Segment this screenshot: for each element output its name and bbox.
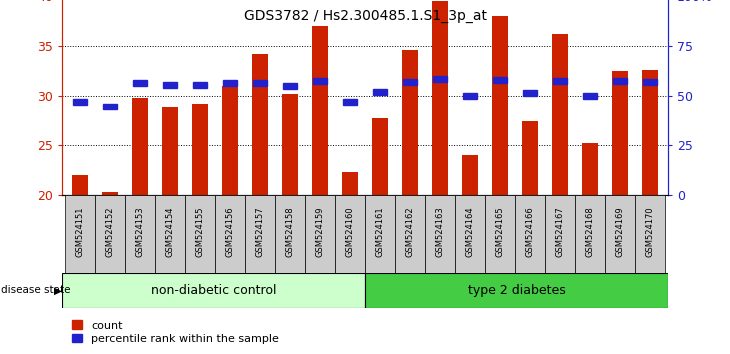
Text: ▶: ▶ bbox=[54, 285, 62, 295]
Bar bbox=[605, 195, 635, 273]
Text: non-diabetic control: non-diabetic control bbox=[151, 284, 276, 297]
Bar bbox=[125, 195, 155, 273]
Bar bbox=[343, 99, 356, 104]
Bar bbox=[522, 121, 538, 195]
Text: GSM524163: GSM524163 bbox=[436, 206, 445, 257]
Bar bbox=[185, 195, 215, 273]
Text: GSM524170: GSM524170 bbox=[645, 206, 655, 257]
Bar bbox=[162, 108, 178, 195]
Bar bbox=[134, 80, 147, 86]
Bar bbox=[253, 80, 266, 86]
Bar bbox=[65, 195, 95, 273]
Text: GSM524155: GSM524155 bbox=[196, 206, 204, 257]
Text: GSM524152: GSM524152 bbox=[106, 206, 115, 257]
Text: GSM524153: GSM524153 bbox=[136, 206, 145, 257]
Text: type 2 diabetes: type 2 diabetes bbox=[468, 284, 565, 297]
Bar bbox=[485, 195, 515, 273]
Text: GSM524151: GSM524151 bbox=[75, 206, 85, 257]
Text: GSM524157: GSM524157 bbox=[255, 206, 264, 257]
Bar bbox=[612, 71, 629, 195]
Bar bbox=[342, 172, 358, 195]
Bar bbox=[275, 195, 305, 273]
Bar bbox=[492, 16, 508, 195]
Text: GSM524166: GSM524166 bbox=[526, 206, 534, 257]
Text: GDS3782 / Hs2.300485.1.S1_3p_at: GDS3782 / Hs2.300485.1.S1_3p_at bbox=[244, 9, 486, 23]
Bar bbox=[582, 143, 598, 195]
Text: GSM524160: GSM524160 bbox=[345, 206, 355, 257]
Bar bbox=[553, 78, 566, 84]
Bar bbox=[193, 82, 207, 88]
Bar bbox=[252, 54, 268, 195]
Bar bbox=[431, 1, 448, 195]
Bar bbox=[245, 195, 275, 273]
Bar bbox=[223, 80, 237, 86]
Bar bbox=[335, 195, 365, 273]
Text: GSM524168: GSM524168 bbox=[585, 206, 594, 257]
Bar bbox=[372, 118, 388, 195]
Bar bbox=[282, 93, 299, 195]
Bar bbox=[395, 195, 425, 273]
Bar bbox=[313, 78, 326, 84]
Bar bbox=[402, 50, 418, 195]
Text: disease state: disease state bbox=[1, 285, 70, 295]
Bar bbox=[552, 34, 568, 195]
Bar bbox=[404, 79, 417, 85]
Bar bbox=[575, 195, 605, 273]
Text: GSM524158: GSM524158 bbox=[285, 206, 294, 257]
Bar bbox=[365, 195, 395, 273]
Bar bbox=[365, 273, 668, 308]
Bar bbox=[493, 77, 507, 83]
Text: GSM524165: GSM524165 bbox=[496, 206, 504, 257]
Bar bbox=[643, 79, 656, 85]
Bar bbox=[635, 195, 665, 273]
Legend: count, percentile rank within the sample: count, percentile rank within the sample bbox=[68, 316, 283, 348]
Bar bbox=[515, 195, 545, 273]
Text: GSM524154: GSM524154 bbox=[166, 206, 174, 257]
Bar bbox=[613, 78, 626, 84]
Bar bbox=[72, 175, 88, 195]
Bar bbox=[464, 93, 477, 98]
Bar bbox=[192, 103, 208, 195]
Text: GSM524159: GSM524159 bbox=[315, 206, 325, 257]
Bar bbox=[62, 273, 365, 308]
Bar bbox=[74, 99, 87, 104]
Bar bbox=[462, 155, 478, 195]
Bar bbox=[132, 98, 148, 195]
Bar bbox=[101, 192, 118, 195]
Bar bbox=[455, 195, 485, 273]
Bar bbox=[312, 26, 328, 195]
Bar bbox=[104, 104, 117, 109]
Text: GSM524161: GSM524161 bbox=[375, 206, 385, 257]
Bar bbox=[425, 195, 455, 273]
Bar bbox=[523, 90, 537, 96]
Bar bbox=[155, 195, 185, 273]
Bar bbox=[545, 195, 575, 273]
Bar bbox=[95, 195, 125, 273]
Bar bbox=[434, 76, 447, 82]
Bar bbox=[305, 195, 335, 273]
Text: GSM524162: GSM524162 bbox=[405, 206, 415, 257]
Bar bbox=[164, 82, 177, 88]
Text: GSM524156: GSM524156 bbox=[226, 206, 234, 257]
Bar bbox=[583, 93, 596, 98]
Text: GSM524167: GSM524167 bbox=[556, 206, 564, 257]
Bar bbox=[215, 195, 245, 273]
Bar bbox=[642, 70, 658, 195]
Text: GSM524164: GSM524164 bbox=[466, 206, 474, 257]
Bar bbox=[222, 86, 238, 195]
Bar bbox=[374, 89, 387, 95]
Bar bbox=[283, 83, 296, 88]
Text: GSM524169: GSM524169 bbox=[615, 206, 624, 257]
